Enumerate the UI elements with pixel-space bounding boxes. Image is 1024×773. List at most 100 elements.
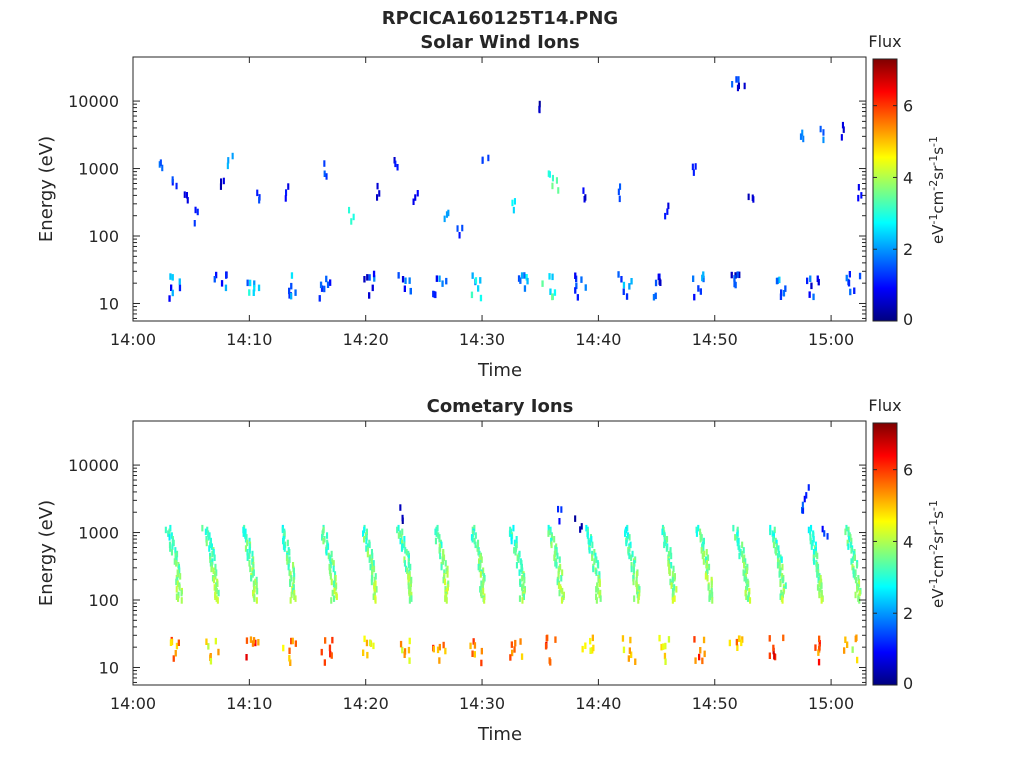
arc-cell — [782, 587, 785, 595]
scatter-cell — [185, 192, 188, 199]
burst-cell — [854, 635, 857, 643]
scatter-cell — [803, 495, 806, 503]
burst-cell — [207, 643, 210, 650]
arc-cell — [705, 562, 708, 569]
arc-cell — [784, 582, 787, 589]
x-axis-label: Time — [477, 360, 522, 381]
arc-cell — [521, 597, 524, 604]
scatter-cell — [394, 160, 397, 168]
arc-cell — [404, 547, 407, 554]
x-tick-label: 14:20 — [343, 330, 389, 349]
arc-cell — [369, 563, 372, 571]
arc-cell — [176, 550, 179, 558]
arc-cell — [561, 587, 564, 595]
burst-cell — [328, 644, 332, 652]
burst-cell — [551, 273, 554, 281]
scatter-cell — [618, 195, 621, 203]
arc-cell — [180, 589, 183, 597]
arc-cell — [408, 589, 411, 597]
burst-cell — [580, 276, 583, 283]
arc-cell — [775, 539, 778, 547]
arc-cell — [292, 576, 295, 584]
arc-cell — [663, 541, 666, 549]
burst-cell — [576, 294, 579, 301]
burst-cell — [693, 293, 696, 301]
burst-cell — [169, 273, 172, 280]
burst-cell — [289, 659, 292, 666]
burst-cell — [479, 277, 482, 284]
burst-cell — [209, 658, 213, 665]
arc-cell — [816, 552, 819, 560]
arc-cell — [248, 543, 251, 550]
arc-cell — [591, 550, 594, 558]
burst-cell — [617, 271, 620, 278]
arc-cell — [627, 532, 630, 539]
burst-cell — [584, 284, 587, 291]
colorbar-tick-label: 4 — [903, 532, 913, 551]
arc-cell — [850, 537, 853, 545]
scatter-cell — [735, 76, 738, 83]
scatter-cell — [393, 157, 396, 164]
arc-cell — [169, 524, 172, 532]
arc-cell — [780, 556, 783, 563]
burst-cell — [667, 636, 671, 643]
scatter-cell — [822, 136, 825, 144]
burst-cell — [326, 281, 330, 288]
scatter-cell — [323, 170, 326, 177]
arc-cell — [254, 578, 257, 586]
scatter-cell — [396, 164, 399, 171]
arc-cell — [631, 550, 634, 558]
burst-cell — [509, 654, 512, 661]
arc-cell — [217, 589, 220, 597]
arc-cell — [711, 597, 714, 604]
arc-cell — [512, 524, 515, 532]
burst-cell — [170, 284, 173, 291]
arc-cell — [701, 552, 704, 560]
arc-cell — [208, 545, 211, 552]
arc-cell — [370, 578, 373, 586]
arc-cell — [406, 567, 409, 574]
scatter-cell — [226, 162, 229, 170]
burst-cell — [654, 292, 657, 300]
colorbar-title: Flux — [868, 396, 901, 415]
burst-cell — [657, 273, 660, 281]
arc-cell — [851, 563, 854, 571]
arc-cell — [408, 575, 411, 582]
scatter-cell — [458, 232, 461, 239]
arc-cell — [370, 562, 373, 569]
burst-cell — [471, 272, 474, 279]
arc-cell — [286, 539, 289, 547]
arc-cell — [775, 549, 778, 556]
arc-cell — [207, 534, 210, 541]
arc-cell — [246, 549, 249, 556]
burst-cell — [366, 274, 369, 281]
arc-cell — [520, 560, 523, 567]
arc-cell — [817, 576, 820, 584]
arc-cell — [632, 567, 635, 574]
scatter-cell — [159, 159, 162, 166]
arc-cell — [178, 584, 181, 591]
arc-cell — [293, 593, 296, 600]
arc-cell — [596, 584, 599, 591]
arc-cell — [746, 595, 749, 602]
arc-cell — [665, 545, 668, 552]
burst-cell — [432, 645, 435, 653]
arc-cell — [695, 526, 698, 534]
arc-cell — [176, 576, 179, 584]
burst-cell — [408, 277, 411, 284]
arc-cell — [855, 562, 858, 569]
arc-cell — [321, 534, 324, 541]
arc-cell — [211, 558, 214, 565]
arc-cell — [630, 565, 633, 573]
arc-cell — [396, 526, 399, 534]
burst-cell — [818, 640, 821, 647]
arc-cell — [365, 537, 368, 545]
arc-cell — [209, 560, 212, 567]
arc-cell — [374, 597, 377, 604]
arc-cell — [365, 528, 368, 536]
burst-cell — [330, 652, 333, 659]
burst-cell — [435, 275, 438, 282]
arc-cell — [702, 558, 705, 565]
arc-cell — [408, 571, 411, 578]
burst-cell — [817, 278, 820, 286]
